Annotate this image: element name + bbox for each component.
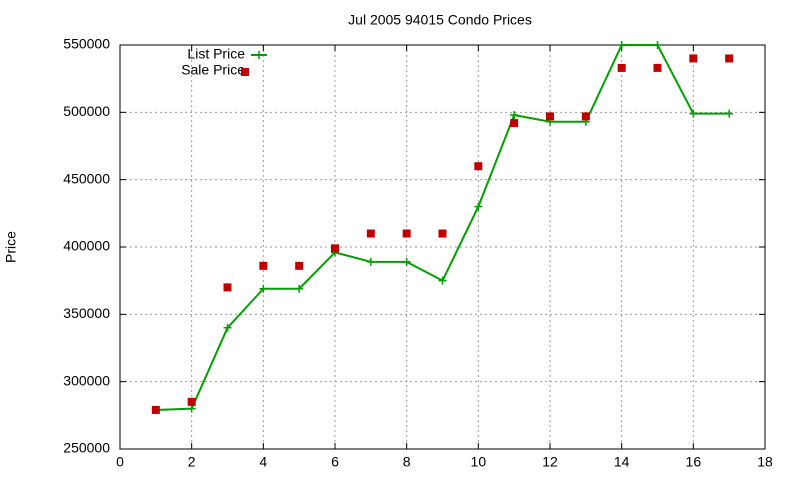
point-marker [689, 54, 698, 63]
x-tick-label: 18 [757, 454, 773, 470]
point-marker [402, 257, 411, 266]
point-marker [295, 284, 304, 293]
legend-label: List Price [187, 46, 245, 62]
legend-label: Sale Price [181, 62, 245, 78]
point-marker [259, 261, 268, 270]
x-tick-label: 0 [116, 454, 124, 470]
x-tick-label: 4 [259, 454, 267, 470]
point-marker [617, 63, 626, 72]
point-marker [653, 41, 662, 49]
point-marker [402, 229, 411, 238]
point-marker [331, 244, 339, 253]
point-marker [295, 261, 304, 270]
y-tick-label: 400000 [63, 238, 110, 254]
point-marker [581, 112, 590, 121]
y-tick-label: 550000 [63, 36, 110, 52]
legend-marker [241, 68, 249, 76]
point-marker [474, 202, 483, 211]
point-marker [617, 41, 626, 49]
point-marker [689, 109, 698, 118]
point-marker [366, 257, 375, 266]
point-marker [510, 119, 519, 128]
point-marker [151, 405, 160, 414]
point-marker [474, 162, 483, 171]
point-marker [510, 111, 519, 120]
x-tick-label: 14 [614, 454, 630, 470]
x-tick-label: 10 [471, 454, 487, 470]
point-marker [653, 63, 662, 72]
y-tick-label: 250000 [63, 440, 110, 456]
point-marker [366, 229, 375, 238]
point-marker [725, 54, 734, 63]
point-marker [725, 109, 734, 118]
point-marker [223, 323, 232, 332]
y-tick-label: 350000 [63, 305, 110, 321]
x-tick-label: 8 [403, 454, 411, 470]
point-marker [546, 112, 554, 121]
x-tick-label: 12 [542, 454, 558, 470]
point-marker [187, 397, 196, 406]
point-marker [438, 276, 447, 285]
legend-marker [255, 51, 263, 59]
chart-title: Jul 2005 94015 Condo Prices [348, 12, 532, 28]
y-tick-label: 500000 [63, 103, 110, 119]
point-marker [223, 283, 232, 292]
plot-border [119, 44, 766, 450]
y-axis-label: Price [3, 231, 19, 263]
x-tick-label: 2 [188, 454, 196, 470]
y-tick-label: 300000 [63, 372, 110, 388]
y-tick-label: 450000 [63, 170, 110, 186]
point-marker [438, 229, 447, 238]
point-marker [187, 404, 196, 413]
x-tick-label: 16 [686, 454, 702, 470]
x-tick-label: 6 [331, 454, 339, 470]
point-marker [259, 284, 268, 293]
